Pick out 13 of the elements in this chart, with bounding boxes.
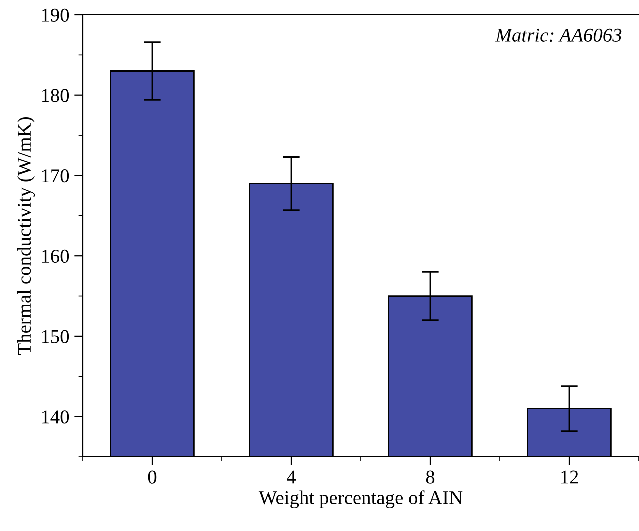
y-tick-label: 170 — [42, 170, 70, 183]
y-axis-title: Thermal conductivity (W/mK) — [17, 118, 36, 355]
annotation: Matric: AA6063 — [496, 28, 622, 42]
x-tick-label: 4 — [287, 470, 296, 484]
y-tick-label: 140 — [42, 410, 70, 424]
y-tick-label: 180 — [42, 89, 70, 102]
x-axis-title: Weight percentage of AIN — [258, 490, 463, 508]
y-tick-label: 160 — [42, 250, 70, 264]
x-tick-label: 8 — [426, 470, 435, 484]
y-tick-label: 190 — [42, 8, 70, 22]
x-tick-label: 0 — [148, 470, 157, 484]
y-tick-label: 150 — [42, 330, 70, 344]
x-tick-label: 12 — [561, 470, 578, 484]
